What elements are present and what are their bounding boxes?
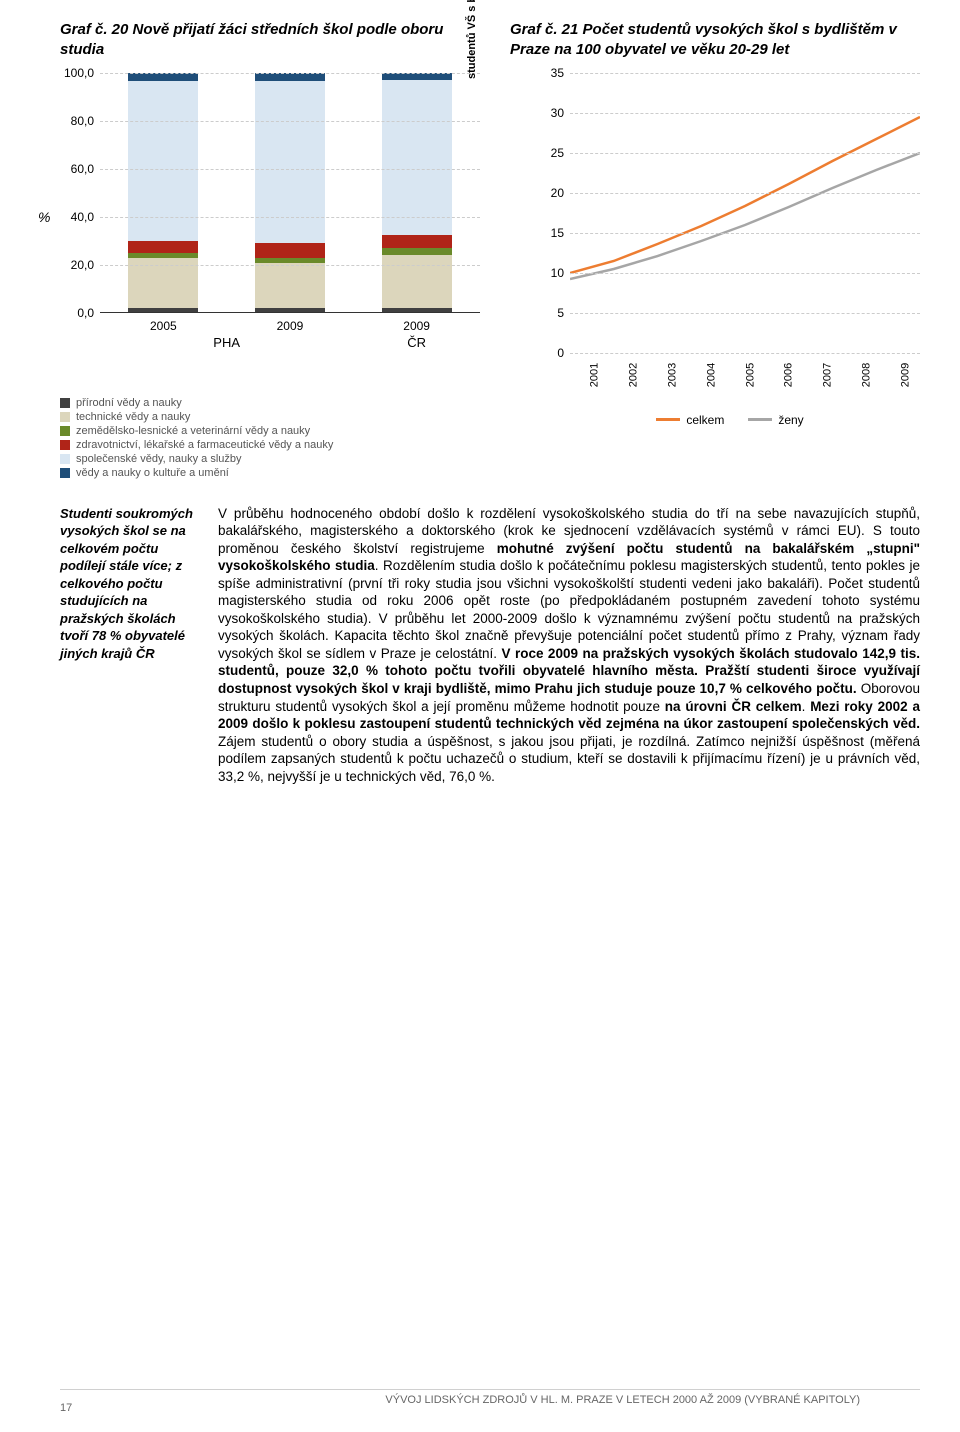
chart20-ytick: 60,0	[71, 162, 94, 176]
chart21-xlabel: 2001	[573, 355, 605, 394]
chart21-xlabel: 2009	[885, 355, 917, 394]
chart20-group-labels: PHAČR	[100, 335, 480, 350]
chart20-group: PHA	[100, 335, 353, 350]
legend-swatch	[60, 440, 70, 450]
chart21-xlabel: 2005	[729, 355, 761, 394]
chart20-legend-item: zemědělsko-lesnické a veterinární vědy a…	[60, 425, 480, 437]
legend-label: přírodní vědy a nauky	[76, 397, 182, 409]
chart20-legend-item: přírodní vědy a nauky	[60, 397, 480, 409]
chart21-ytick: 20	[536, 186, 564, 200]
body-t5: Zájem studentů o obory studia a úspěšnos…	[218, 734, 920, 784]
chart20-xlabel: 2009	[255, 319, 325, 333]
chart21-ytick: 25	[536, 146, 564, 160]
chart20-ytick: 20,0	[71, 258, 94, 272]
chart20-y-axis: 0,020,040,060,080,0100,0	[60, 73, 98, 313]
chart20-legend-item: vědy a nauky o kultuře a umění	[60, 467, 480, 479]
chart21-y-axis-title: studentů VŠ s bydlištěm v Praze na 100 o…	[466, 0, 478, 79]
chart20-legend-item: zdravotnictví, lékařské a farmaceutické …	[60, 439, 480, 451]
chart21-ytick: 5	[536, 306, 564, 320]
chart20-bar	[255, 73, 325, 312]
chart20-ytick: 100,0	[64, 66, 94, 80]
side-note: Studenti soukromých vysokých škol se na …	[60, 505, 200, 786]
chart20-x-labels: 2005 2009 2009	[100, 319, 480, 333]
chart21-ytick: 35	[536, 66, 564, 80]
chart21-plot: 05101520253035	[540, 73, 920, 353]
chart20-pct-label: %	[38, 209, 50, 225]
chart20-bar	[128, 73, 198, 312]
legend-swatch	[60, 398, 70, 408]
chart21-ytick: 10	[536, 266, 564, 280]
chart20-ytick: 0,0	[77, 306, 94, 320]
chart20-bar	[382, 73, 452, 312]
legend-label: technické vědy a nauky	[76, 411, 190, 423]
body-t4: .	[802, 699, 811, 714]
chart20-xlabel: 2009	[382, 319, 452, 333]
chart20-ytick: 80,0	[71, 114, 94, 128]
chart21-ytick: 15	[536, 226, 564, 240]
chart21-xlabel: 2004	[690, 355, 722, 394]
legend-label: zemědělsko-lesnické a veterinární vědy a…	[76, 425, 310, 437]
chart21-xlabel: 2008	[846, 355, 878, 394]
chart20-xlabel: 2005	[128, 319, 198, 333]
legend-label: vědy a nauky o kultuře a umění	[76, 467, 229, 479]
footer-text: VÝVOJ LIDSKÝCH ZDROJŮ V HL. M. PRAZE V L…	[385, 1394, 860, 1414]
legend-swatch	[60, 468, 70, 478]
chart21-series-line	[570, 153, 920, 279]
legend-label: zdravotnictví, lékařské a farmaceutické …	[76, 439, 333, 451]
chart20-ytick: 40,0	[71, 210, 94, 224]
chart20-legend-item: technické vědy a nauky	[60, 411, 480, 423]
chart21-xlabel: 2006	[768, 355, 800, 394]
chart21-xlabel: 2007	[807, 355, 839, 394]
legend-label: společenské vědy, nauky a služby	[76, 453, 242, 465]
legend-swatch	[60, 454, 70, 464]
chart21-ytick: 0	[536, 346, 564, 360]
legend-swatch	[60, 426, 70, 436]
page-number: 17	[60, 1402, 72, 1414]
chart21-xlabel: 2002	[612, 355, 644, 394]
chart20-legend-item: společenské vědy, nauky a služby	[60, 453, 480, 465]
chart21-x-labels: 200120022003200420052006200720082009	[570, 359, 920, 391]
chart20-plot	[100, 73, 480, 313]
chart21-title: Graf č. 21 Počet studentů vysokých škol …	[510, 20, 920, 61]
chart20-group: ČR	[353, 335, 480, 350]
chart21-ytick: 30	[536, 106, 564, 120]
page-footer: 17 VÝVOJ LIDSKÝCH ZDROJŮ V HL. M. PRAZE …	[60, 1389, 920, 1414]
chart20: 0,020,040,060,080,0100,0 % 200520092009 …	[60, 73, 480, 481]
chart20-title: Graf č. 20 Nově přijatí žáci středních š…	[60, 20, 470, 61]
chart21-xlabel: 2003	[651, 355, 683, 394]
chart21: studentů VŠ s bydlištěm v Praze na 100 o…	[500, 73, 920, 481]
body-b3: na úrovni ČR celkem	[665, 699, 802, 714]
chart21-series-line	[570, 116, 920, 272]
body-paragraph: V průběhu hodnoceného období došlo k roz…	[218, 505, 920, 786]
legend-swatch	[60, 412, 70, 422]
chart20-legend: přírodní vědy a nauky technické vědy a na…	[60, 397, 480, 479]
